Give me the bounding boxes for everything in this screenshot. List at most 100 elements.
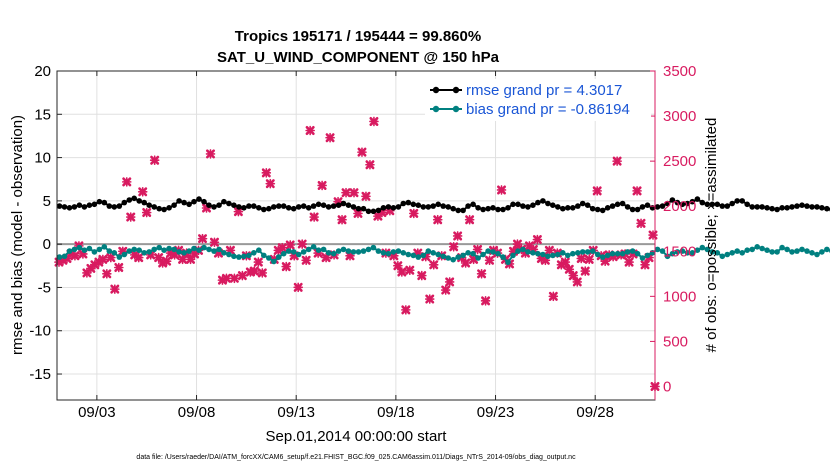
rmse-data-point bbox=[520, 203, 526, 209]
obs-count-marker bbox=[305, 125, 315, 136]
bias-data-point bbox=[565, 252, 571, 259]
bias-data-point bbox=[614, 250, 621, 257]
rmse-data-point bbox=[535, 199, 541, 206]
bias-data-point bbox=[61, 253, 68, 260]
obs-count-marker bbox=[640, 259, 650, 270]
rmse-data-point bbox=[295, 204, 302, 210]
obs-count-marker bbox=[221, 273, 232, 284]
y-tick-label: 0 bbox=[43, 236, 51, 253]
rmse-data-point bbox=[290, 205, 297, 212]
bias-data-point bbox=[535, 250, 541, 257]
rmse-data-point bbox=[684, 200, 691, 207]
bias-data-point bbox=[599, 254, 606, 260]
rmse-data-point bbox=[769, 205, 775, 212]
obs-count-marker bbox=[253, 257, 264, 267]
chart-title: Tropics 195171 / 195444 = 99.860% bbox=[235, 28, 481, 45]
obs-count-marker bbox=[401, 305, 411, 315]
bias-data-point bbox=[375, 248, 382, 254]
rmse-data-point bbox=[345, 202, 352, 208]
obs-count-marker bbox=[476, 269, 487, 279]
x-tick-label: 09/28 bbox=[576, 404, 614, 421]
obs-count-marker bbox=[397, 267, 407, 277]
bias-data-point bbox=[774, 249, 780, 255]
y2-tick-label: 1000 bbox=[663, 288, 696, 305]
bias-data-point bbox=[335, 248, 342, 254]
bias-data-point bbox=[395, 248, 402, 254]
rmse-data-point bbox=[61, 204, 68, 210]
rmse-data-point bbox=[555, 204, 561, 210]
rmse-data-point bbox=[266, 205, 272, 212]
y-tick-label: 5 bbox=[43, 193, 51, 210]
bias-data-point bbox=[689, 250, 696, 256]
rmse-data-point bbox=[335, 202, 342, 208]
bias-data-point bbox=[420, 252, 427, 259]
obs-count-marker bbox=[257, 268, 268, 278]
rmse-data-point bbox=[310, 203, 317, 209]
y2-tick-label: 500 bbox=[663, 333, 688, 350]
bias-data-point bbox=[146, 249, 152, 255]
obs-count-marker bbox=[472, 244, 483, 255]
bias-data-point bbox=[510, 252, 516, 259]
bias-data-point bbox=[515, 248, 521, 254]
bias-data-point bbox=[211, 248, 217, 254]
bias-data-point bbox=[500, 254, 506, 260]
rmse-data-point bbox=[91, 201, 98, 208]
obs-count-marker bbox=[277, 242, 288, 253]
rmse-data-point bbox=[255, 205, 262, 211]
bias-data-point bbox=[121, 251, 128, 258]
rmse-data-point bbox=[285, 205, 292, 211]
rmse-data-point bbox=[81, 204, 88, 210]
obs-count-marker bbox=[265, 178, 276, 189]
bias-data-point bbox=[530, 250, 536, 256]
bias-data-point bbox=[300, 249, 307, 255]
bias-data-point bbox=[236, 254, 242, 260]
rmse-data-point bbox=[500, 206, 506, 213]
obs-count-marker bbox=[460, 258, 471, 268]
obs-count-marker bbox=[325, 132, 335, 143]
bias-data-point bbox=[405, 251, 412, 258]
bias-data-point bbox=[824, 246, 830, 253]
rmse-data-point bbox=[644, 202, 651, 208]
bias-data-point bbox=[350, 249, 357, 255]
bias-data-point bbox=[266, 255, 272, 261]
bias-data-point bbox=[156, 244, 162, 251]
obs-count-marker bbox=[369, 116, 379, 127]
rmse-data-point bbox=[231, 202, 237, 208]
bias-data-point bbox=[231, 253, 237, 260]
x-axis-ticks: 09/03 09/08 09/13 09/18 09/23 09/28 bbox=[78, 71, 614, 421]
rmse-data-point bbox=[186, 201, 192, 208]
bias-data-point bbox=[96, 246, 103, 253]
rmse-data-point bbox=[385, 204, 392, 210]
rmse-data-point bbox=[121, 199, 128, 206]
bias-data-point bbox=[320, 246, 327, 253]
rmse-data-point bbox=[66, 205, 73, 211]
bias-data-point bbox=[216, 246, 222, 253]
rmse-data-point bbox=[415, 202, 422, 208]
rmse-data-point bbox=[679, 201, 686, 208]
bias-data-point bbox=[799, 246, 805, 253]
bias-data-point bbox=[465, 250, 471, 256]
bias-data-point bbox=[131, 246, 137, 253]
rmse-data-point bbox=[76, 202, 83, 208]
y2-axis-label: # of obs: o=possible; ×=assimilated bbox=[703, 118, 720, 353]
bias-data-point bbox=[540, 251, 546, 258]
chart-subtitle: SAT_U_WIND_COMPONENT @ 150 hPa bbox=[217, 49, 500, 66]
rmse-data-point bbox=[764, 205, 770, 211]
rmse-data-point bbox=[734, 198, 740, 204]
bias-data-point bbox=[455, 254, 462, 260]
rmse-data-point bbox=[814, 204, 820, 210]
rmse-data-point bbox=[340, 200, 347, 207]
rmse-data-point bbox=[629, 206, 636, 213]
bias-data-point bbox=[261, 252, 267, 259]
bias-data-point bbox=[355, 249, 362, 255]
rmse-data-point bbox=[540, 198, 546, 204]
bias-data-point bbox=[201, 244, 207, 251]
rmse-data-point bbox=[480, 206, 486, 213]
bias-data-point bbox=[634, 250, 641, 257]
rmse-data-point bbox=[146, 202, 152, 208]
bias-data-point bbox=[714, 250, 721, 256]
bias-data-point bbox=[609, 250, 616, 257]
rmse-data-point bbox=[276, 203, 282, 209]
rmse-data-point bbox=[704, 201, 711, 208]
bias-data-point bbox=[305, 246, 312, 253]
